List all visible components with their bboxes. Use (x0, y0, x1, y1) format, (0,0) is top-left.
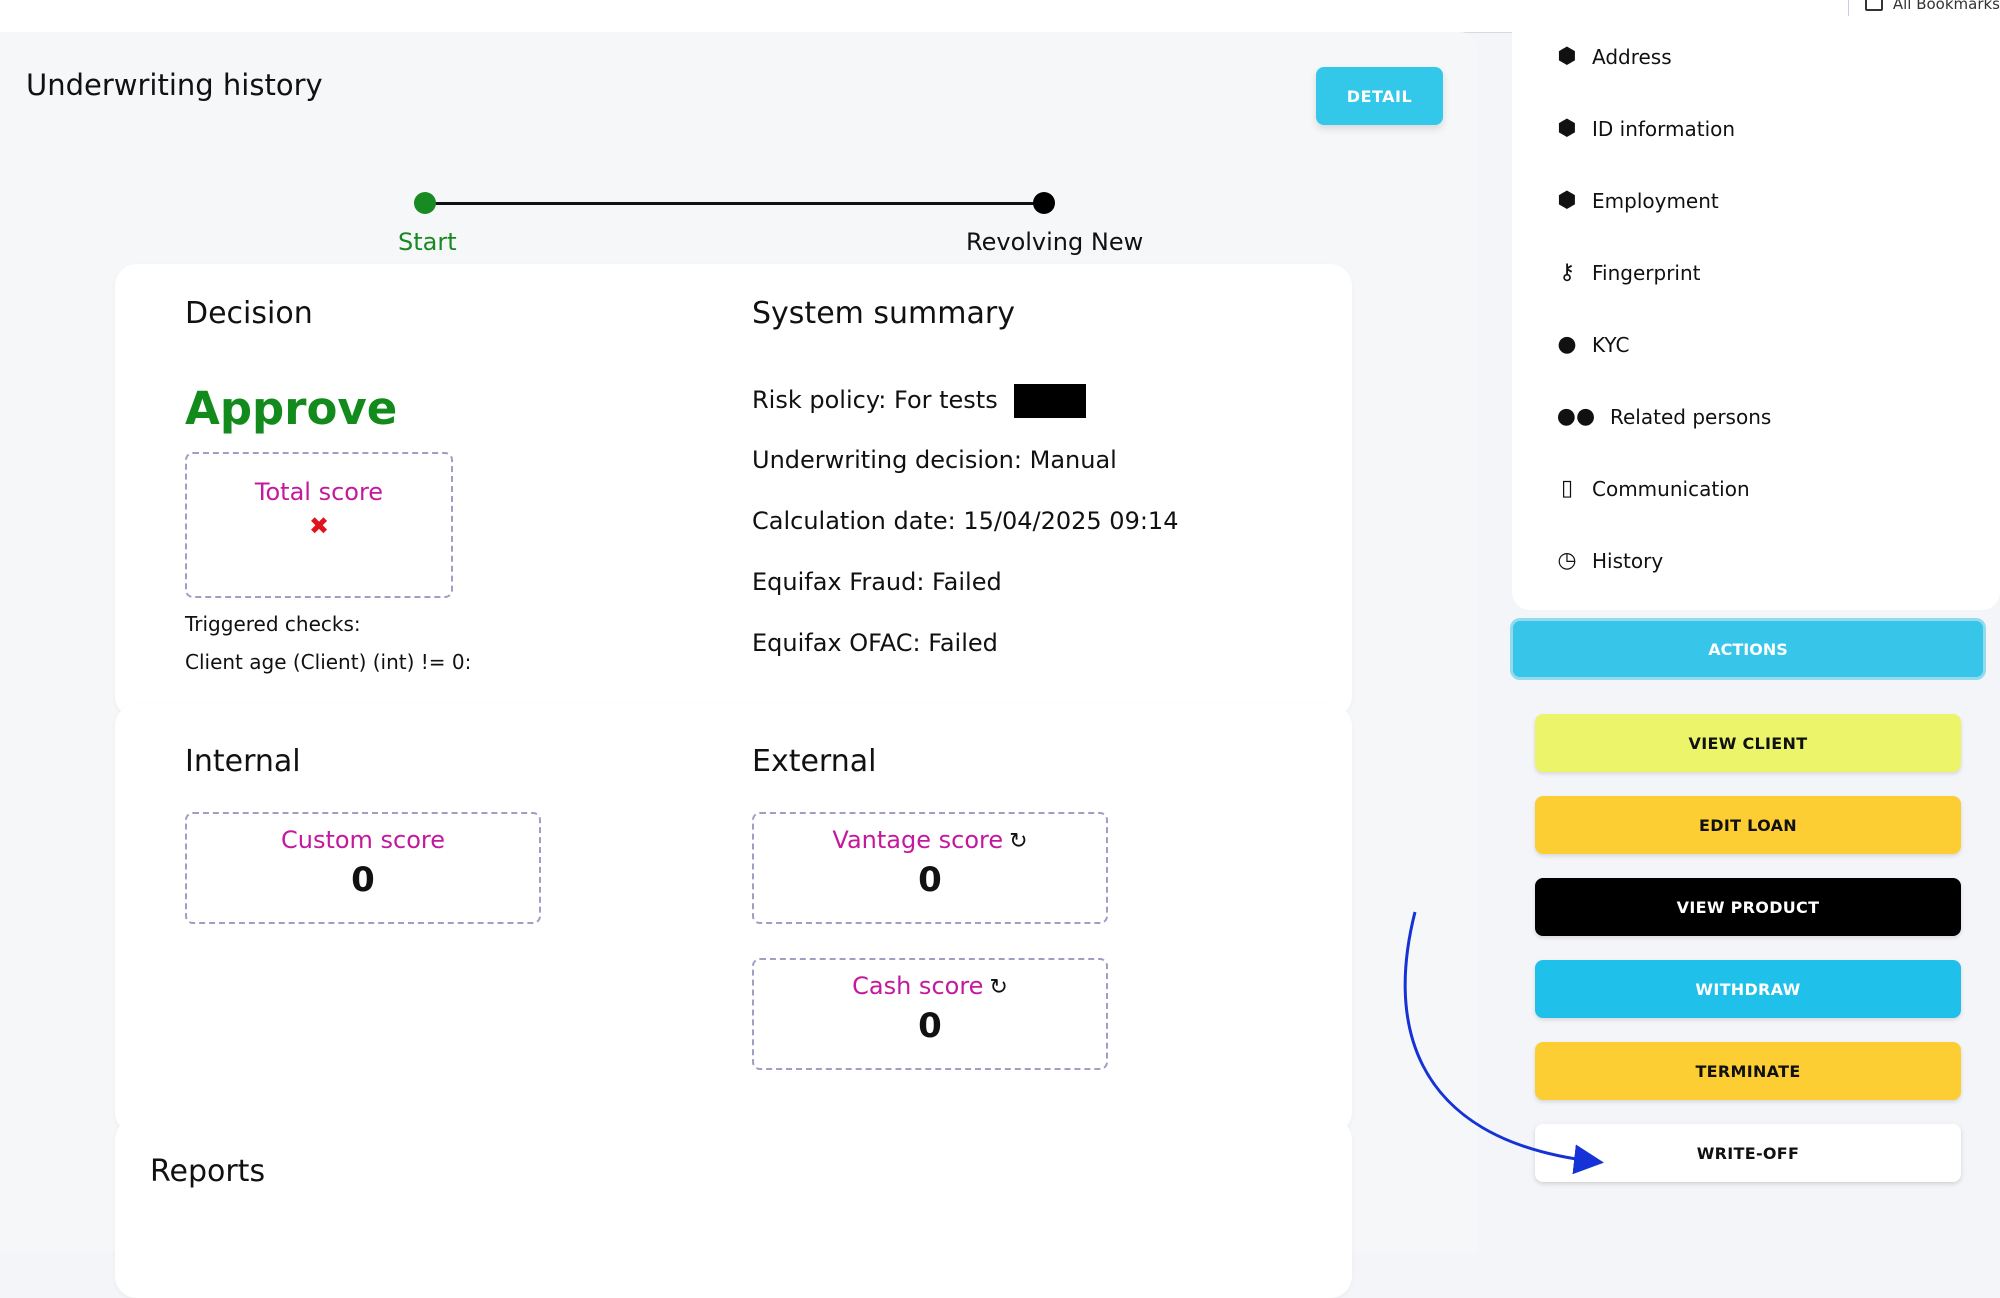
edit-loan-button[interactable]: EDIT LOAN (1535, 796, 1961, 854)
redacted-block (1013, 384, 1086, 418)
cash-score-label: Cash score (852, 972, 984, 1000)
sidebar-item-kyc[interactable]: ● KYC (1556, 332, 1630, 357)
all-bookmarks[interactable]: All Bookmarks (1847, 0, 2000, 16)
sidebar-item-label: KYC (1592, 332, 1630, 357)
vantage-score-label: Vantage score (832, 826, 1004, 854)
key-icon: ⚷ (1558, 260, 1576, 285)
actions-button[interactable]: ACTIONS (1510, 618, 1986, 680)
view-client-button[interactable]: VIEW CLIENT (1535, 714, 1961, 772)
sidebar-item-id-information[interactable]: ⬢ ID information (1556, 116, 1735, 141)
write-off-button[interactable]: WRITE-OFF (1535, 1124, 1961, 1182)
timeline-end-label: Revolving New (966, 228, 1144, 256)
sidebar-item-label: Communication (1592, 476, 1750, 501)
decision-heading: Decision (185, 296, 313, 331)
cash-score-title: Cash score ↻ (754, 972, 1106, 1000)
external-heading: External (752, 744, 877, 779)
cube-icon: ⬢ (1557, 188, 1577, 213)
reports-heading: Reports (150, 1154, 266, 1189)
underwriting-panel: Underwriting history DETAIL Start Revolv… (0, 32, 1478, 1298)
sidebar-item-communication[interactable]: ▯ Communication (1556, 476, 1750, 501)
timeline-end-dot (1033, 192, 1055, 214)
total-score-box: Total score ✖ (185, 452, 453, 598)
refresh-icon[interactable]: ↻ (1009, 829, 1028, 854)
underwriting-decision: Underwriting decision: Manual (752, 446, 1117, 474)
phone-icon: ▯ (1560, 476, 1574, 501)
sidebar-item-employment[interactable]: ⬢ Employment (1556, 188, 1719, 213)
sidebar-item-address[interactable]: ⬢ Address (1556, 44, 1672, 69)
equifax-fraud: Equifax Fraud: Failed (752, 568, 1002, 596)
internal-heading: Internal (185, 744, 301, 779)
calculation-date: Calculation date: 15/04/2025 09:14 (752, 507, 1179, 535)
browser-toolbar: All Bookmarks (0, 0, 2000, 33)
close-icon: ✖ (308, 512, 330, 540)
detail-button[interactable]: DETAIL (1316, 67, 1443, 125)
decision-value: Approve (185, 382, 398, 435)
sidebar-item-related-persons[interactable]: ●● Related persons (1556, 404, 1772, 429)
cube-icon: ⬢ (1557, 116, 1577, 141)
sidebar-item-label: History (1592, 548, 1664, 573)
decision-card: Decision Approve Total score ✖ Triggered… (115, 264, 1352, 718)
sidebar-item-label: Related persons (1610, 404, 1772, 429)
refresh-icon[interactable]: ↻ (989, 975, 1008, 1000)
page-title: Underwriting history (26, 68, 323, 102)
sidebar-item-label: Employment (1592, 188, 1719, 213)
all-bookmarks-label: All Bookmarks (1892, 0, 2000, 13)
risk-policy-text: Risk policy: For tests (752, 386, 998, 414)
triggered-check-item: Client age (Client) (int) != 0: (185, 650, 472, 674)
timeline-line (425, 202, 1045, 205)
cash-score-value: 0 (918, 1006, 942, 1046)
cube-icon: ⬢ (1557, 44, 1577, 69)
terminate-button[interactable]: TERMINATE (1535, 1042, 1961, 1100)
sidebar-item-label: ID information (1592, 116, 1736, 141)
risk-policy: Risk policy: For tests (752, 384, 1086, 418)
folder-icon (1864, 0, 1883, 11)
sidebar-menu: ⬢ Address ⬢ ID information ⬢ Employment … (1512, 32, 2000, 610)
vantage-score-value: 0 (918, 860, 942, 900)
vantage-score-title: Vantage score ↻ (754, 826, 1106, 854)
reports-card: Reports (115, 1118, 1352, 1298)
sidebar-item-history[interactable]: ◷ History (1556, 548, 1663, 573)
custom-score-label: Custom score (280, 826, 446, 854)
annotation-arrow (1403, 911, 1604, 1175)
scores-card: Internal Custom score 0 External Vantage… (115, 704, 1352, 1134)
custom-score-box: Custom score 0 (185, 812, 541, 924)
timeline-start-label: Start (398, 228, 457, 256)
custom-score-value: 0 (351, 860, 375, 900)
equifax-ofac: Equifax OFAC: Failed (752, 629, 998, 657)
withdraw-button[interactable]: WITHDRAW (1535, 960, 1961, 1018)
cash-score-box: Cash score ↻ 0 (752, 958, 1108, 1070)
timeline-start-dot (414, 192, 436, 214)
user-icon: ● (1557, 332, 1577, 357)
triggered-checks-label: Triggered checks: (185, 612, 361, 636)
sidebar-item-fingerprint[interactable]: ⚷ Fingerprint (1556, 260, 1701, 285)
sidebar-item-label: Address (1592, 44, 1672, 69)
vantage-score-box: Vantage score ↻ 0 (752, 812, 1108, 924)
view-product-button[interactable]: VIEW PRODUCT (1535, 878, 1961, 936)
clock-icon: ◷ (1557, 548, 1577, 573)
total-score-label: Total score (254, 478, 384, 506)
sidebar-item-label: Fingerprint (1592, 260, 1701, 285)
users-icon: ●● (1556, 404, 1596, 429)
system-summary-heading: System summary (752, 296, 1015, 331)
